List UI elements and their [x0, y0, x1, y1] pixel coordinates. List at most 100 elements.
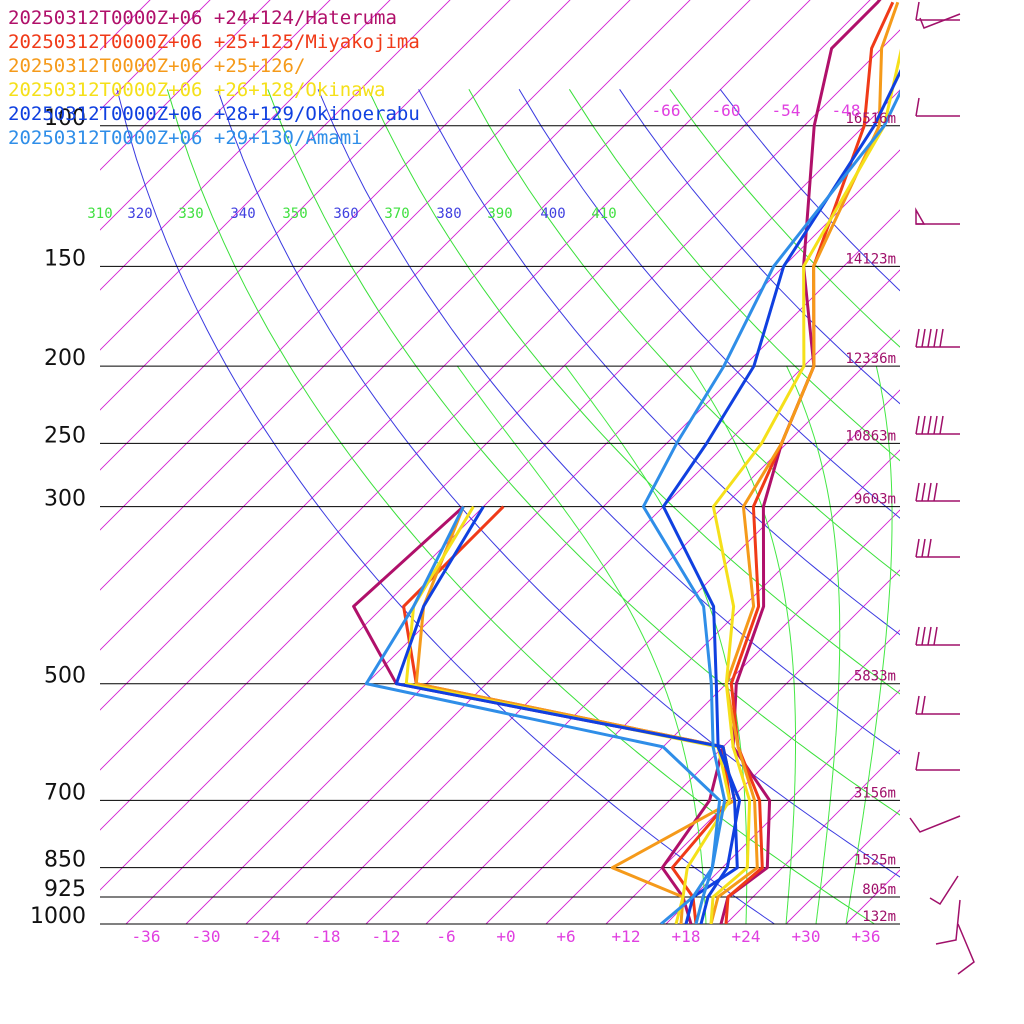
dry-adiabat-line	[719, 88, 900, 292]
wind-barb-feather	[921, 695, 926, 715]
height-label-700: 3156m	[854, 785, 896, 801]
wind-barb-flag	[915, 207, 926, 225]
temperature-tick-label: -12	[372, 927, 401, 946]
wind-barb-feather	[921, 626, 926, 646]
pressure-label-150: 150	[44, 246, 86, 271]
moist-adiabat-line	[456, 365, 707, 924]
height-label-200: 12336m	[845, 351, 896, 367]
dry-adiabat-line	[267, 89, 900, 816]
dry-adiabat-line	[619, 89, 900, 405]
moist-adiabat-line	[786, 365, 841, 924]
height-label-100: 16516m	[845, 111, 896, 127]
pressure-label-200: 200	[44, 346, 86, 371]
temperature-tick-label: -36	[132, 927, 161, 946]
wind-barb-feather	[915, 97, 920, 117]
theta-label: 410	[591, 206, 616, 222]
isotherm-line	[305, 329, 900, 924]
wind-barb-feather	[927, 538, 932, 558]
wind-barb-feather	[915, 538, 920, 558]
pressure-label-300: 300	[44, 487, 86, 512]
legend-entry: 20250312T0000Z+06 +25+126/	[8, 55, 305, 77]
pressure-label-925: 925	[44, 877, 86, 902]
pressure-label-250: 250	[44, 423, 86, 448]
theta-label: 320	[127, 206, 152, 222]
legend: 20250312T0000Z+06 +24+124/Hateruma202503…	[8, 7, 420, 149]
height-label-1000: 132m	[862, 909, 896, 925]
theta-label: 390	[487, 206, 512, 222]
wind-barb-feather	[933, 482, 938, 502]
dewpoint-trace	[352, 505, 725, 924]
temperature-trace	[724, 1, 895, 924]
wind-barb-feather	[915, 328, 920, 348]
wind-barb-feather	[915, 695, 920, 715]
theta-label: 340	[230, 206, 255, 222]
sounding-traces	[352, 0, 900, 924]
temperature-tick-label: +12	[612, 927, 641, 946]
upper-isotherm-label: -60	[712, 101, 741, 120]
wind-barb-feather	[933, 415, 938, 435]
wind-barb-feather	[921, 328, 926, 348]
wind-barb-feather	[921, 482, 926, 502]
wind-barb-feather	[927, 626, 932, 646]
dry-adiabat-line	[568, 89, 900, 462]
moist-adiabat-line	[845, 365, 893, 924]
isotherm-line	[665, 689, 900, 924]
wind-barb-feather	[933, 328, 938, 348]
isotherm-line	[545, 569, 900, 924]
height-label-925: 805m	[862, 882, 896, 898]
temperature-tick-label: +36	[852, 927, 881, 946]
wind-barb-feather	[915, 751, 920, 771]
isotherm-line	[365, 389, 900, 924]
pressure-label-100: 100	[44, 106, 86, 131]
wind-barb-feather	[915, 482, 920, 502]
wind-barb-feather	[933, 626, 938, 646]
wind-barb-feather	[915, 626, 920, 646]
temperature-trace	[709, 1, 900, 924]
temperature-trace	[661, 68, 900, 924]
pressure-label-500: 500	[44, 664, 86, 689]
height-label-500: 5833m	[854, 669, 896, 685]
wind-barb-feather	[927, 328, 932, 348]
legend-entry: 20250312T0000Z+06 +25+125/Miyakojima	[8, 31, 420, 53]
wind-barb-feather	[927, 415, 932, 435]
theta-label: 370	[384, 206, 409, 222]
temperature-tick-label: -18	[312, 927, 341, 946]
wind-barb-feather	[915, 1, 920, 21]
upper-isotherm-label: -48	[832, 101, 861, 120]
pressure-label-1000: 1000	[30, 904, 86, 929]
wind-barb-700	[909, 815, 961, 833]
wind-barb-feather	[921, 538, 926, 558]
temperature-tick-label: -30	[192, 927, 221, 946]
legend-entry: 20250312T0000Z+06 +24+124/Hateruma	[8, 7, 397, 29]
moist-adiabat-line	[689, 365, 796, 924]
dewpoint-trace	[394, 505, 739, 924]
dewpoint-trace	[364, 505, 722, 924]
upper-isotherm-label: -54	[772, 101, 801, 120]
dewpoint-trace	[404, 505, 732, 924]
dry-adiabat-line	[166, 89, 876, 924]
theta-label: 400	[540, 206, 565, 222]
temperature-tick-label: +24	[732, 927, 761, 946]
wind-barb-1000	[957, 923, 975, 975]
temperature-tick-label: +30	[792, 927, 821, 946]
legend-entry: 20250312T0000Z+06 +28+129/Okinoerabu	[8, 103, 420, 125]
temperature-tick-label: +0	[496, 927, 515, 946]
wind-barb-925	[935, 899, 961, 945]
wind-barb-feather	[915, 415, 920, 435]
isotherm-line	[906, 0, 1024, 924]
theta-label: 360	[333, 206, 358, 222]
wind-barb-feather	[927, 482, 932, 502]
legend-entry: 20250312T0000Z+06 +26+128/Okinawa	[8, 79, 386, 101]
wind-barb-850	[929, 875, 959, 906]
height-label-250: 10863m	[845, 428, 896, 444]
temperature-trace	[709, 48, 900, 924]
height-label-150: 14123m	[845, 251, 896, 267]
wind-barb-feather	[921, 415, 926, 435]
isotherm-line	[785, 809, 900, 924]
isobar-lines	[100, 125, 900, 925]
temperature-trace	[719, 0, 882, 924]
theta-label: 350	[282, 206, 307, 222]
temperature-tick-label: +6	[556, 927, 575, 946]
height-label-300: 9603m	[854, 492, 896, 508]
